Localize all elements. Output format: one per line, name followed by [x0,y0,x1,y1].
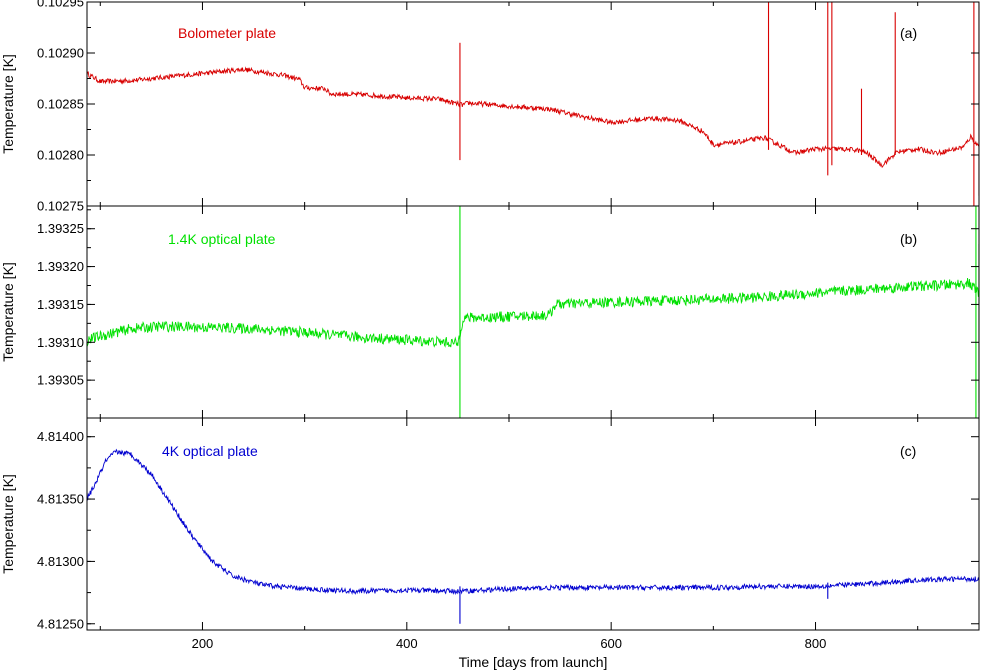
ytick-label-2-2: 1.39310 [37,335,84,350]
series-line-2 [87,278,979,348]
xtick-label-3: 600 [600,636,622,651]
ytick-label-1-5: 0.10295 [37,0,84,10]
ytick-label-3-4: 4.81400 [37,429,84,444]
series-label-3: 4K optical plate [162,443,258,459]
series-line-1 [87,66,979,168]
y-axis-title-1: Temperature [K] [0,54,16,154]
xtick-label-4: 800 [805,636,827,651]
ytick-label-2-1: 1.39305 [37,373,84,388]
series-2-group [87,206,979,418]
y-axis-title-2: Temperature [K] [0,262,16,362]
ytick-label-1-3: 0.10285 [37,97,84,112]
panel-2: 1.39305 1.39310 1.39315 1.39320 1.39325 Tempe… [0,205,980,419]
ytick-label-3-1: 4.81250 [37,616,84,631]
ytick-label-2-3: 1.39315 [37,297,84,312]
ytick-label-1-1: 0.10275 [37,199,84,214]
y-axis-title-3: Temperature [K] [0,474,16,574]
series-line-3 [87,448,979,596]
ytick-label-2-5: 1.39325 [37,221,84,236]
series-label-1: Bolometer plate [178,25,276,41]
panels-group: 0.10275 0.10280 0.10285 0.10290 0.10295 Tempe… [0,0,980,651]
panel-3: 4.81250 4.81300 4.81350 4.81400 Temperature … [0,417,980,631]
ytick-label-3-2: 4.81300 [37,554,84,569]
ytick-label-2-4: 1.39320 [37,259,84,274]
series-1-group [87,2,979,206]
series-label-2: 1.4K optical plate [168,231,276,247]
ytick-label-1-4: 0.10290 [37,46,84,61]
ytick-label-3-3: 4.81350 [37,492,84,507]
x-axis-title: Time [days from launch] [459,654,608,670]
panel-frame-3 [86,417,980,631]
panel-label-1: (a) [900,25,917,41]
series-3-group [87,448,979,624]
panel-label-2: (b) [900,231,917,247]
panel-1: 0.10275 0.10280 0.10285 0.10290 0.10295 Tempe… [0,0,980,214]
xtick-label-2: 400 [396,636,418,651]
ytick-label-1-2: 0.10280 [37,148,84,163]
panel-label-3: (c) [900,443,916,459]
xtick-label-1: 200 [192,636,214,651]
